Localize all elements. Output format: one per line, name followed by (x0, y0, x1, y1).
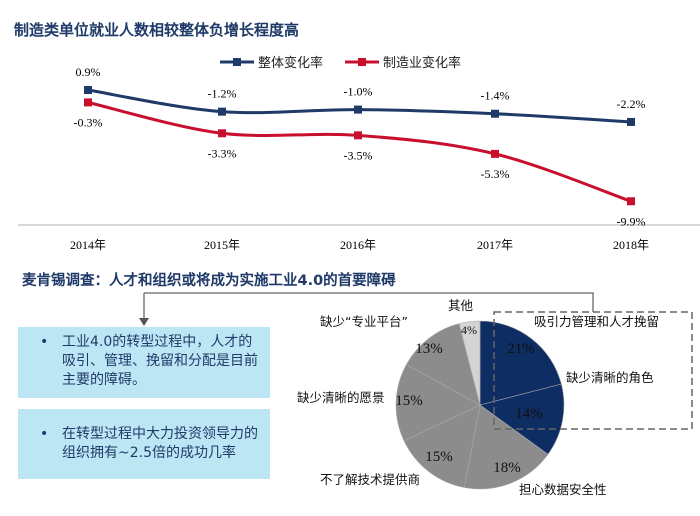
data-point (354, 105, 362, 114)
data-point (491, 149, 499, 158)
pie-slice (463, 404, 549, 490)
data-point (491, 109, 499, 118)
data-label: -3.3% (208, 146, 237, 160)
slice-label: 缺少清晰的角色 (566, 370, 654, 385)
highlight-dashed-box (493, 311, 693, 430)
bullet-icon: • (40, 426, 49, 442)
slice-label: 担心数据安全性 (519, 482, 607, 497)
slice-label: 不了解技术提供商 (320, 472, 420, 487)
pie-slice (479, 320, 562, 406)
bullet-icon: • (40, 334, 49, 350)
line-chart-title: 制造类单位就业人数相较整体负增长程度高 (14, 21, 300, 39)
pie-slice (458, 320, 481, 406)
pie-slice (479, 383, 565, 455)
legend-label: 整体变化率 (258, 55, 323, 71)
pie-slice (395, 364, 481, 442)
data-label: -0.3% (74, 115, 103, 129)
legend-marker (358, 58, 366, 66)
data-point (354, 131, 362, 140)
bullet-text: 工业4.0的转型过程中，人才的吸引、管理、挽留和分配是目前主要的障碍。 (62, 334, 258, 388)
data-label: -1.0% (344, 85, 373, 99)
slice-percent: 14% (515, 406, 543, 422)
data-label: -3.5% (344, 148, 373, 162)
x-tick-label: 2015年 (204, 238, 240, 252)
bullet-box-1: • 工业4.0的转型过程中，人才的吸引、管理、挽留和分配是目前主要的障碍。 (18, 327, 270, 398)
data-point (84, 98, 92, 107)
line-chart: 2014年 2015年 2016年 2017年 2018年 0.9% -1.2% -1.0% -… (18, 55, 700, 252)
slice-label: 其他 (448, 298, 474, 313)
pie-slice (405, 323, 481, 406)
slice-percent: 13% (415, 341, 443, 357)
slice-percent: 21% (507, 341, 535, 357)
arrow-down-icon (139, 318, 149, 326)
data-label: -2.2% (617, 97, 646, 111)
slice-label: 缺少清晰的愿景 (297, 390, 385, 405)
data-label: -1.4% (481, 89, 510, 103)
slice-percent: 15% (395, 393, 423, 409)
slice-label: 吸引力管理和人才挽留 (534, 314, 659, 329)
data-point (84, 86, 92, 95)
slice-percent: 18% (493, 460, 521, 476)
data-label: 0.9% (76, 65, 101, 79)
survey-title: 麦肯锡调查：人才和组织或将成为实施工业4.0的首要障碍 (22, 273, 396, 289)
x-tick-label: 2016年 (340, 238, 376, 252)
data-point (218, 107, 226, 116)
connector-line (144, 292, 594, 312)
x-tick-label: 2014年 (70, 238, 106, 252)
data-point (627, 117, 635, 126)
data-label: -1.2% (208, 87, 237, 101)
pie-slice (403, 404, 481, 488)
legend-marker (233, 58, 241, 66)
bullet-text: 在转型过程中大力投资领导力的组织拥有~2.5倍的成功几率 (62, 426, 258, 461)
x-tick-label: 2017年 (477, 238, 513, 252)
slice-label: 缺少“专业平台” (320, 314, 408, 329)
data-label: -5.3% (481, 167, 510, 181)
legend-label: 制造业变化率 (383, 55, 461, 71)
x-tick-label: 2018年 (613, 238, 649, 252)
data-point (627, 197, 635, 206)
slice-percent: 4% (461, 323, 477, 337)
data-label: -9.9% (617, 214, 646, 228)
data-point (218, 129, 226, 138)
bullet-box-2: • 在转型过程中大力投资领导力的组织拥有~2.5倍的成功几率 (18, 409, 270, 479)
slice-percent: 15% (425, 449, 453, 465)
